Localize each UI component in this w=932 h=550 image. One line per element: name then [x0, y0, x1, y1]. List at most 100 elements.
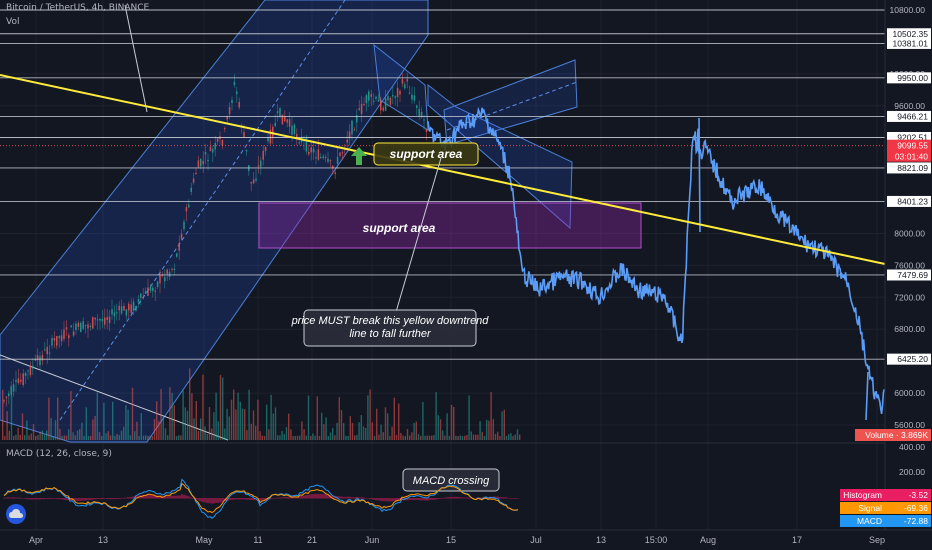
- histogram-bar: [85, 498, 87, 501]
- candle-body: [106, 317, 108, 320]
- volume-bar: [274, 407, 277, 440]
- candle-body: [320, 156, 322, 158]
- level-tag-label: 9466.21: [897, 111, 928, 121]
- histogram-bar: [441, 497, 443, 499]
- histogram-bar: [449, 497, 451, 499]
- volume-bar: [202, 374, 204, 440]
- histogram-bar: [103, 498, 105, 499]
- countdown-label: 03:01:40: [895, 152, 928, 162]
- axis-bg: [885, 0, 932, 530]
- support-area-label-2: support area: [363, 221, 436, 235]
- candle-body: [132, 301, 135, 311]
- candle-body: [80, 322, 82, 333]
- histogram-bar: [267, 498, 269, 500]
- volume-bar: [369, 389, 371, 440]
- candle-body: [214, 142, 216, 150]
- candle-body: [411, 94, 413, 100]
- volume-bar: [6, 411, 8, 440]
- macd-crossing-label-text: MACD crossing: [413, 475, 490, 487]
- candle-body: [279, 107, 281, 117]
- histogram-bar: [315, 493, 317, 499]
- volume-bar: [85, 407, 87, 440]
- annotations[interactable]: support area support area price MUST break…: [291, 142, 500, 492]
- histogram-bar: [385, 498, 387, 502]
- volume-bar: [464, 435, 466, 440]
- price-tick-label: 7200.00: [894, 292, 925, 302]
- volume-bar: [472, 434, 475, 440]
- volume-bar: [206, 434, 208, 440]
- histogram-bar: [397, 498, 399, 501]
- candle-body: [70, 325, 72, 328]
- volume-bar: [442, 430, 444, 440]
- histogram-bar: [325, 494, 327, 499]
- candle-body: [200, 159, 202, 167]
- candle-body: [329, 160, 332, 162]
- callout-pointer: [395, 157, 442, 313]
- volume-bar: [120, 430, 123, 440]
- histogram-bar: [135, 495, 137, 499]
- regression-channels[interactable]: [0, 0, 578, 443]
- volume-bar: [470, 431, 472, 440]
- histogram-bar: [395, 498, 397, 501]
- histogram-bar: [179, 495, 181, 499]
- candle-body: [183, 221, 185, 230]
- volume-bar: [503, 409, 505, 440]
- candle-body: [178, 242, 180, 251]
- histogram-bar: [365, 498, 367, 499]
- candle-body: [46, 347, 48, 355]
- candle-body: [288, 119, 291, 127]
- histogram-bar: [133, 496, 135, 499]
- yellow-downtrend-line[interactable]: [0, 74, 886, 265]
- volume-bar: [90, 435, 92, 440]
- volume-bar: [270, 394, 272, 440]
- volume-bar: [329, 432, 332, 440]
- volume-bar: [118, 435, 120, 440]
- volume-bar: [358, 422, 360, 440]
- candle-body: [216, 138, 219, 142]
- macd-crossing-label-box: [402, 468, 500, 492]
- volume-bar: [283, 434, 285, 440]
- histogram-bar: [177, 495, 179, 499]
- volume-bar: [61, 435, 63, 440]
- volume-bar: [35, 435, 37, 440]
- volume-bar: [180, 435, 182, 440]
- macd-label: MACD (12, 26, close, 9): [6, 449, 112, 459]
- candle-body: [51, 338, 53, 346]
- price-axis: 10800.0010000.009600.008000.007600.00720…: [840, 0, 932, 530]
- support-zone[interactable]: [258, 202, 642, 249]
- histogram-bar: [45, 498, 47, 499]
- candle-body: [252, 179, 255, 184]
- candle-body: [195, 172, 197, 174]
- time-tick-label: Jul: [530, 535, 542, 545]
- volume-bar: [204, 426, 206, 440]
- time-axis: Apr 13 May 11 21 Jun 15 Jul 13 15:00 Aug 17 Sep: [0, 529, 932, 550]
- histogram-bar: [241, 498, 243, 500]
- volume-bar: [72, 432, 74, 440]
- volume-bar: [211, 428, 213, 440]
- volume-bar: [103, 402, 105, 440]
- candle-body: [291, 125, 293, 135]
- volume-bar: [248, 389, 250, 440]
- histogram-bar: [301, 495, 303, 499]
- candle-body: [317, 149, 320, 160]
- volume-bar: [226, 408, 228, 440]
- volume-bar: [285, 427, 288, 440]
- volume-badge: [855, 429, 931, 441]
- volume-bar: [54, 420, 57, 440]
- volume-bar: [479, 421, 481, 440]
- candle-body: [423, 119, 425, 121]
- histogram-bar: [11, 497, 13, 499]
- volume-bar: [184, 407, 186, 440]
- candle-body: [416, 105, 418, 108]
- candle-body: [204, 152, 207, 155]
- candle-body: [34, 359, 36, 361]
- volume-bar: [219, 374, 222, 440]
- volume-bar: [334, 435, 336, 440]
- volume-bar: [43, 434, 46, 440]
- histogram-bar: [229, 498, 231, 501]
- volume-bar: [468, 395, 470, 440]
- volume-bar: [162, 417, 164, 440]
- tradingview-logo[interactable]: [6, 504, 26, 524]
- histogram-bar: [131, 496, 133, 499]
